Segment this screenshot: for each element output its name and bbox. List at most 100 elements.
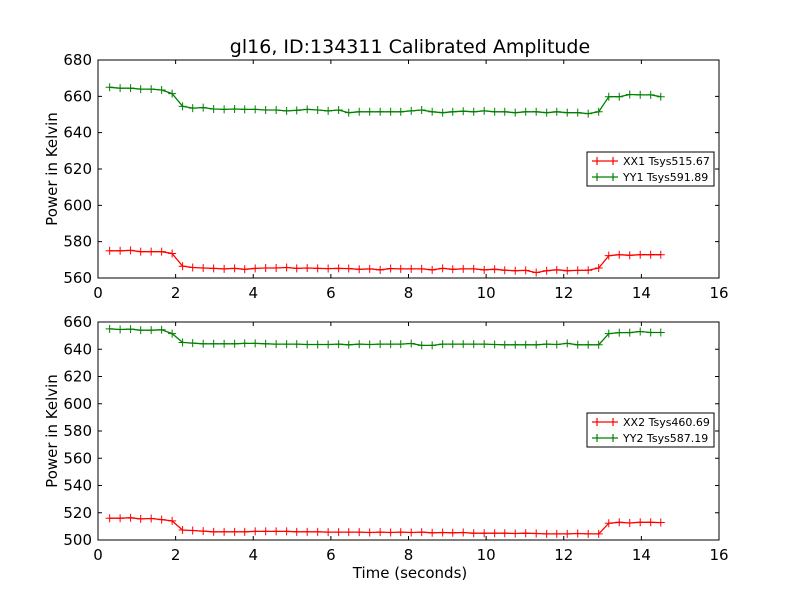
x-tick-label: 8 — [404, 284, 414, 302]
data-point — [459, 107, 468, 116]
data-point — [178, 262, 187, 271]
data-point — [188, 526, 197, 535]
data-point — [126, 246, 135, 255]
data-point — [480, 265, 489, 274]
data-point — [417, 341, 426, 350]
data-point — [178, 526, 187, 535]
data-point — [344, 528, 353, 537]
data-point — [261, 264, 270, 273]
data-point — [178, 102, 187, 111]
data-point — [240, 527, 249, 536]
y-tick-label: 580 — [63, 233, 92, 251]
data-point — [656, 92, 665, 101]
data-point — [209, 527, 218, 536]
data-point — [168, 249, 177, 258]
data-point — [542, 266, 551, 275]
data-point — [303, 105, 312, 114]
data-point — [386, 340, 395, 349]
data-point — [376, 340, 385, 349]
data-point — [438, 340, 447, 349]
data-point — [604, 92, 613, 101]
legend: XX1 Tsys515.67 YY1 Tsys591.89 — [586, 151, 715, 187]
data-point — [147, 514, 156, 523]
data-point — [552, 529, 561, 538]
data-point — [355, 107, 364, 116]
data-point — [417, 105, 426, 114]
data-point — [157, 325, 166, 334]
data-point — [490, 529, 499, 538]
data-point — [272, 264, 281, 273]
data-point — [324, 528, 333, 537]
data-point — [105, 83, 114, 92]
y-tick-label: 560 — [63, 449, 92, 467]
data-point — [157, 85, 166, 94]
y-tick-label: 680 — [63, 51, 92, 69]
data-point — [428, 107, 437, 116]
data-point — [303, 340, 312, 349]
x-tick-label: 16 — [709, 546, 728, 564]
data-point — [188, 263, 197, 272]
data-point — [511, 529, 520, 538]
legend-label: YY1 Tsys591.89 — [622, 171, 708, 184]
data-point — [344, 340, 353, 349]
data-point — [261, 339, 270, 348]
data-point — [240, 339, 249, 348]
data-point — [615, 518, 624, 527]
data-point — [116, 325, 125, 334]
data-point — [313, 527, 322, 536]
y-tick-label: 520 — [63, 504, 92, 522]
data-point — [563, 108, 572, 117]
data-point — [490, 340, 499, 349]
data-point — [386, 528, 395, 537]
data-point — [480, 529, 489, 538]
data-point — [448, 265, 457, 274]
data-point — [615, 328, 624, 337]
data-point — [230, 105, 239, 114]
y-tick-label: 540 — [63, 477, 92, 495]
data-point — [500, 266, 509, 275]
data-point — [480, 340, 489, 349]
data-point — [552, 265, 561, 274]
data-point — [584, 266, 593, 275]
y-tick-label: 560 — [63, 269, 92, 287]
data-point — [532, 268, 541, 277]
y-tick-label: 600 — [63, 395, 92, 413]
data-point — [428, 341, 437, 350]
data-point — [532, 529, 541, 538]
data-point — [136, 85, 145, 94]
legend: XX2 Tsys460.69 YY2 Tsys587.19 — [586, 412, 715, 448]
data-point — [116, 514, 125, 523]
data-point — [646, 90, 655, 99]
data-point — [199, 103, 208, 112]
data-point — [428, 265, 437, 274]
data-point — [365, 107, 374, 116]
data-point — [376, 265, 385, 274]
data-point — [604, 519, 613, 528]
data-point — [365, 528, 374, 537]
data-point — [490, 107, 499, 116]
data-point — [511, 340, 520, 349]
data-point — [188, 104, 197, 113]
data-point — [126, 325, 135, 334]
x-tick-label: 0 — [93, 284, 103, 302]
data-point — [417, 528, 426, 537]
data-point — [448, 528, 457, 537]
data-point — [636, 90, 645, 99]
data-point — [469, 107, 478, 116]
legend-label: XX1 Tsys515.67 — [623, 155, 710, 168]
data-point — [386, 107, 395, 116]
y-tick-label: 620 — [63, 160, 92, 178]
data-point — [220, 527, 229, 536]
data-point — [251, 264, 260, 273]
data-point — [240, 265, 249, 274]
data-point — [459, 264, 468, 273]
data-point — [636, 327, 645, 336]
data-point — [521, 529, 530, 538]
data-point — [428, 528, 437, 537]
data-point — [417, 264, 426, 273]
data-point — [199, 339, 208, 348]
data-point — [625, 328, 634, 337]
data-point — [438, 528, 447, 537]
data-point — [500, 529, 509, 538]
data-point — [272, 340, 281, 349]
